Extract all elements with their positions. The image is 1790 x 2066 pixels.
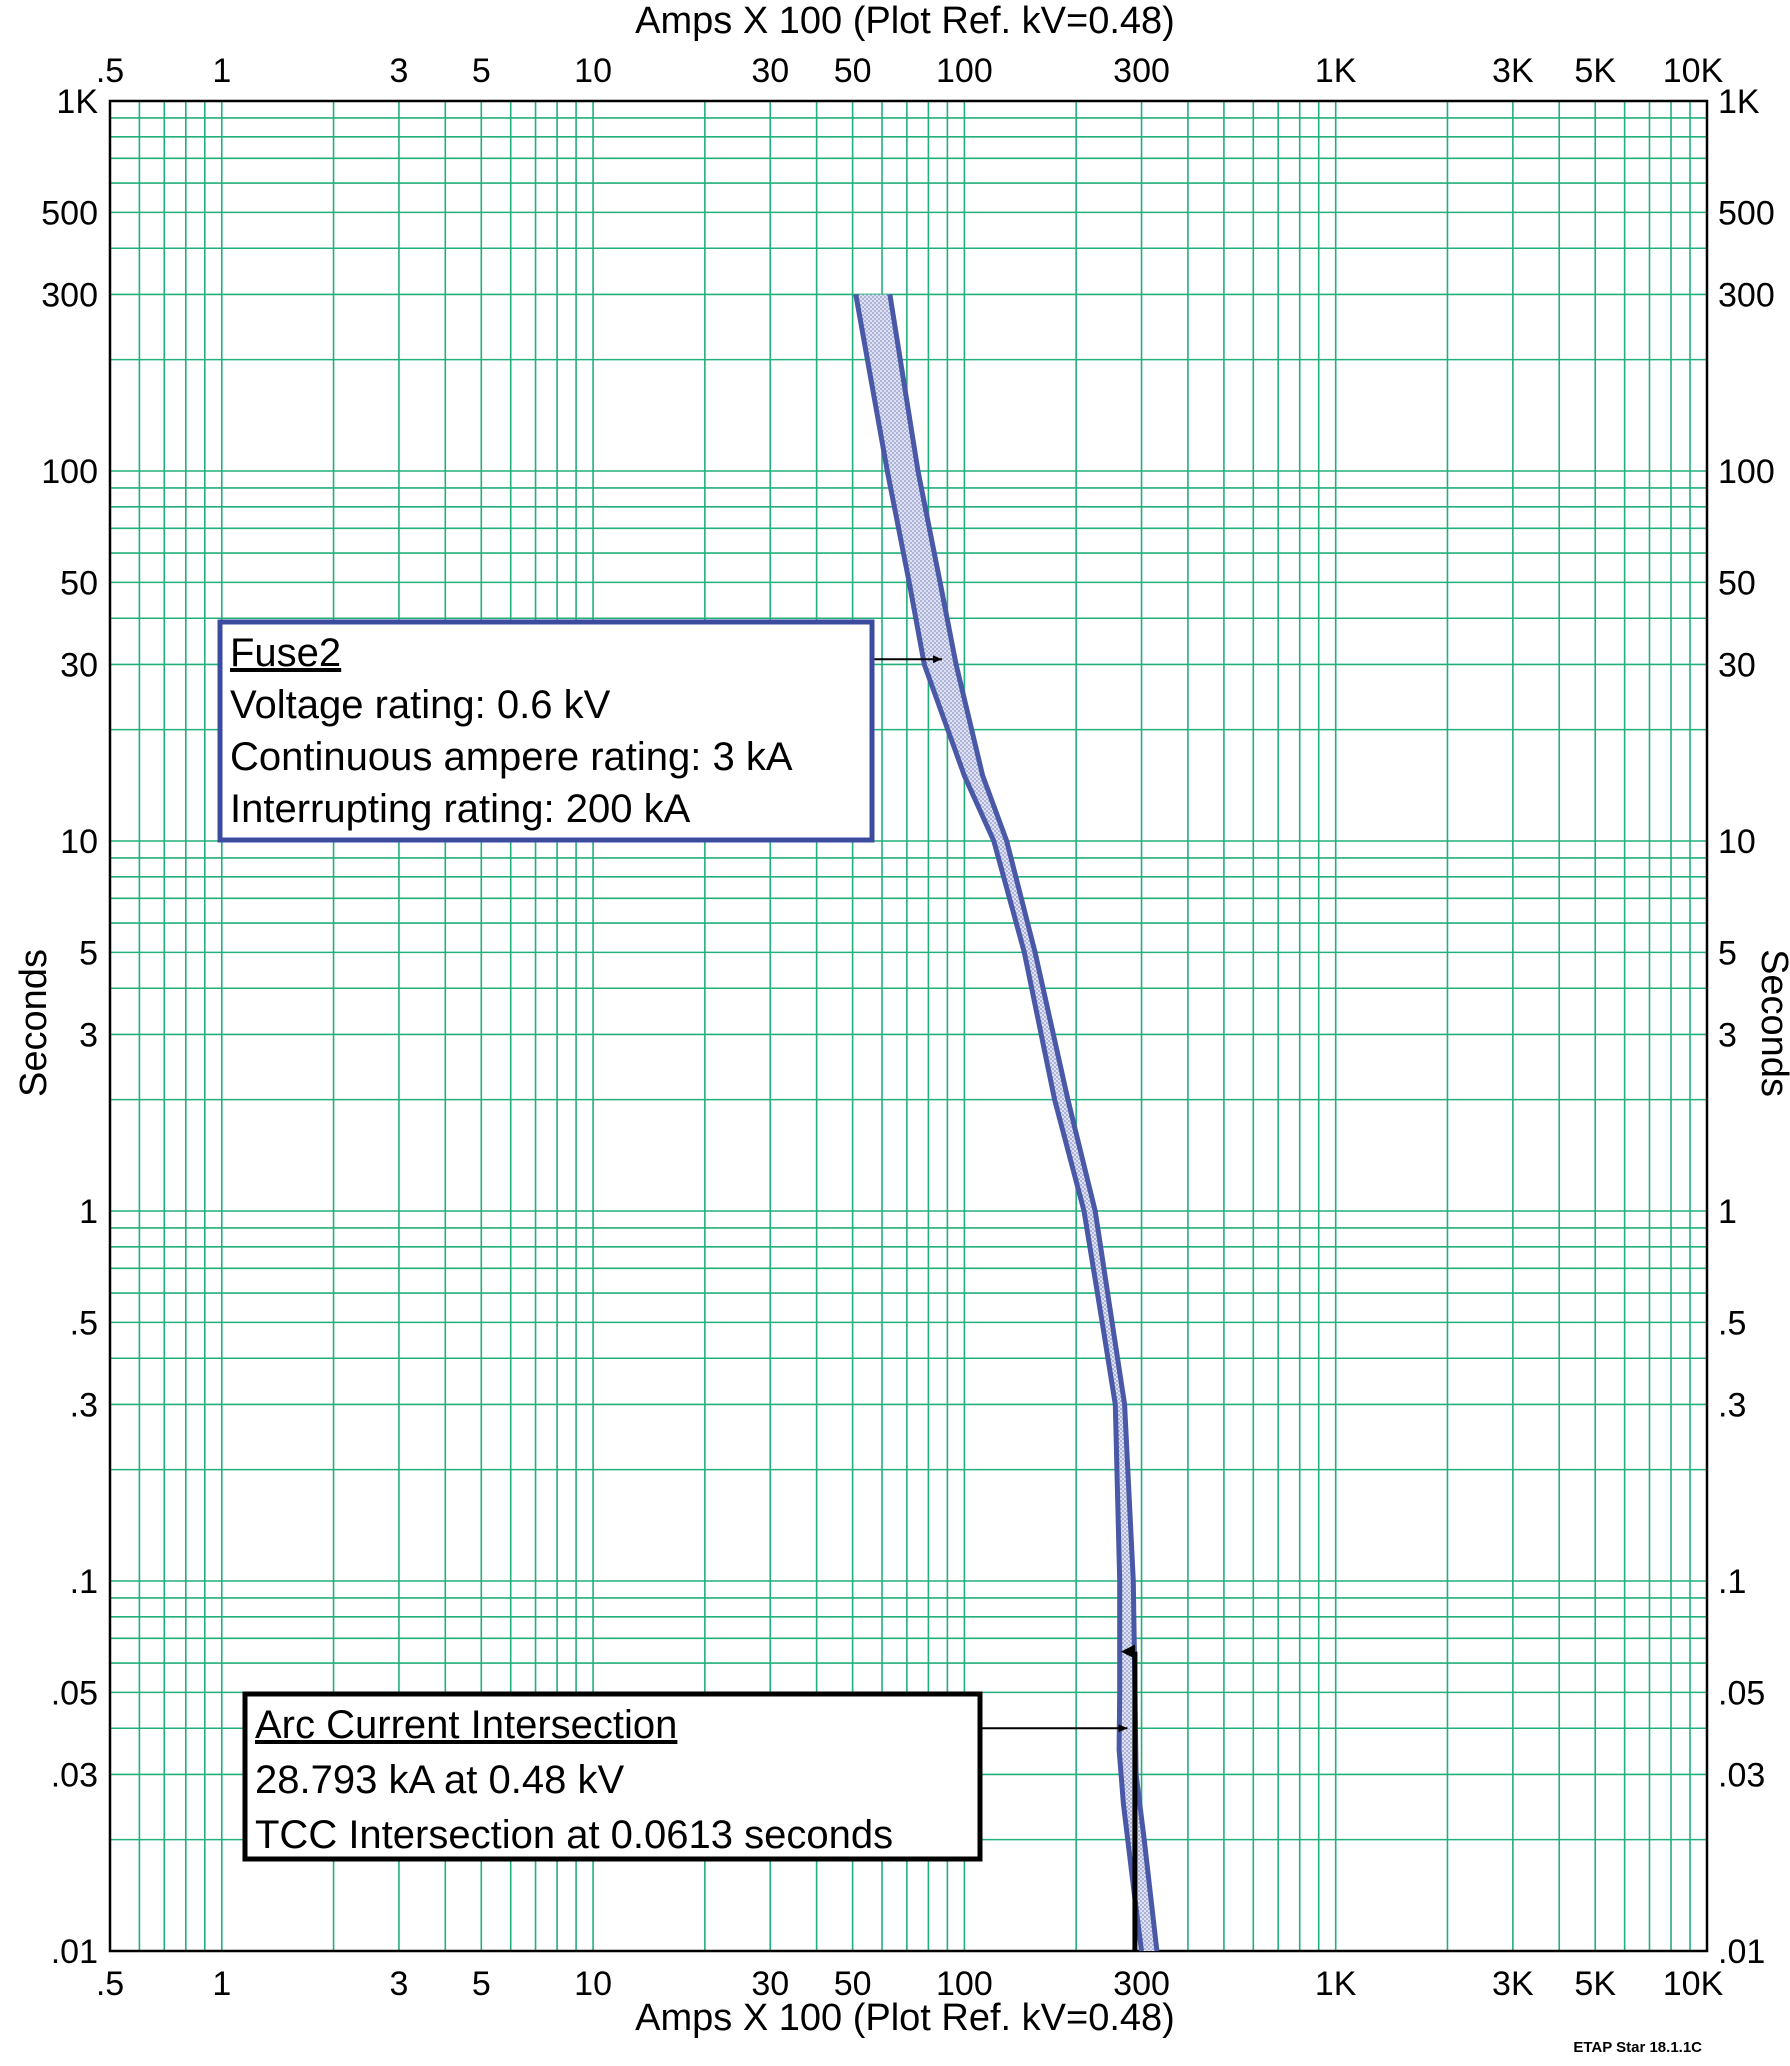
annotation-arc-current: Arc Current Intersection 28.793 kA at 0.4…	[242, 1691, 1128, 1862]
annotation-line: Voltage rating: 0.6 kV	[230, 683, 611, 727]
x-tick-label-bottom: 30	[751, 1965, 789, 2003]
y-tick-label-right: .01	[1718, 1933, 1765, 1971]
x-tick-label-top: 100	[936, 52, 993, 90]
x-tick-label-top: 10	[574, 52, 612, 90]
y-tick-label-right: .03	[1718, 1756, 1765, 1794]
y-tick-label-right: 500	[1718, 194, 1775, 232]
y-tick-label-left: 500	[41, 194, 98, 232]
y-tick-label-left: 300	[41, 276, 98, 314]
x-tick-label-top: 3	[389, 52, 408, 90]
y-tick-labels-right: 1K 500 300 100 50 30 10 5 3 1 .5 .3 .1 .05 .03 .01	[1718, 83, 1775, 1971]
x-tick-labels-bottom: .5 1 3 5 10 30 50 100 300 1K 3K 5K 10K	[96, 1965, 1724, 2003]
annotation-box	[217, 619, 875, 843]
grid-lines	[109, 100, 1708, 1952]
annotation-box	[242, 1691, 983, 1862]
x-tick-label-bottom: 50	[834, 1965, 872, 2003]
x-tick-label-bottom: 5K	[1574, 1965, 1616, 2003]
x-tick-label-top: 5	[472, 52, 491, 90]
y-axis-title-right: Seconds	[1753, 949, 1790, 1097]
x-tick-label-top: 300	[1113, 52, 1170, 90]
x-tick-label-top: 30	[751, 52, 789, 90]
x-tick-labels-top: .5 1 3 5 10 30 50 100 300 1K 3K 5K 10K	[96, 52, 1724, 90]
x-tick-label-top: 3K	[1492, 52, 1534, 90]
y-tick-label-left: 5	[79, 934, 98, 972]
y-tick-label-left: 50	[60, 564, 98, 602]
x-axis-title-bottom: Amps X 100 (Plot Ref. kV=0.48)	[635, 1997, 1175, 2039]
x-tick-label-top: 1K	[1315, 52, 1357, 90]
y-tick-label-left: 3	[79, 1016, 98, 1054]
y-tick-label-right: 50	[1718, 564, 1756, 602]
y-tick-label-left: 30	[60, 646, 98, 684]
y-tick-label-left: .05	[51, 1674, 98, 1712]
x-tick-label-top: 50	[834, 52, 872, 90]
annotation-title: Fuse2	[230, 631, 341, 675]
x-tick-label-top: .5	[96, 52, 124, 90]
y-tick-label-right: .3	[1718, 1386, 1746, 1424]
x-tick-label-top: 1	[212, 52, 231, 90]
x-tick-label-bottom: .5	[96, 1965, 124, 2003]
y-tick-label-right: 100	[1718, 453, 1775, 491]
annotation-line: Continuous ampere rating: 3 kA	[230, 735, 793, 779]
y-tick-label-right: .5	[1718, 1304, 1746, 1342]
y-tick-label-right: .05	[1718, 1674, 1765, 1712]
y-tick-label-left: 1	[79, 1193, 98, 1231]
y-tick-label-right: 300	[1718, 276, 1775, 314]
y-tick-label-right: 3	[1718, 1016, 1737, 1054]
x-tick-label-bottom: 1K	[1315, 1965, 1357, 2003]
y-tick-label-left: 10	[60, 823, 98, 861]
x-tick-label-bottom: 1	[212, 1965, 231, 2003]
y-tick-label-left: .01	[51, 1933, 98, 1971]
y-tick-label-right: 1	[1718, 1193, 1737, 1231]
y-tick-label-left: .3	[70, 1386, 98, 1424]
x-tick-label-top: 10K	[1663, 52, 1724, 90]
y-tick-label-left: 1K	[56, 83, 98, 121]
plot-frame	[108, 99, 1709, 1953]
annotation-line: Interrupting rating: 200 kA	[230, 787, 691, 831]
annotation-title: Arc Current Intersection	[255, 1703, 677, 1747]
y-tick-label-right: 5	[1718, 934, 1737, 972]
x-axis-title-top: Amps X 100 (Plot Ref. kV=0.48)	[635, 0, 1175, 42]
y-tick-label-right: .1	[1718, 1563, 1746, 1601]
x-tick-label-bottom: 100	[936, 1965, 993, 2003]
y-axis-title-left: Seconds	[13, 949, 55, 1097]
y-tick-label-left: .03	[51, 1756, 98, 1794]
annotation-line: 28.793 kA at 0.48 kV	[255, 1758, 624, 1802]
annotation-line: TCC Intersection at 0.0613 seconds	[255, 1813, 893, 1857]
annotation-fuse2: Fuse2 Voltage rating: 0.6 kV Continuous am…	[217, 619, 942, 843]
software-footer: ETAP Star 18.1.1C	[1573, 2039, 1702, 2056]
y-tick-label-right: 1K	[1718, 83, 1760, 121]
x-tick-label-bottom: 3K	[1492, 1965, 1534, 2003]
x-tick-label-bottom: 10K	[1663, 1965, 1724, 2003]
y-tick-label-right: 30	[1718, 646, 1756, 684]
x-tick-label-bottom: 3	[389, 1965, 408, 2003]
x-tick-label-top: 5K	[1574, 52, 1616, 90]
annotations: Fuse2 Voltage rating: 0.6 kV Continuous am…	[217, 619, 1128, 1862]
y-tick-label-left: .1	[70, 1563, 98, 1601]
x-tick-label-bottom: 5	[472, 1965, 491, 2003]
fuse2-minimum-melt-curve	[853, 294, 1144, 1952]
y-tick-labels-left: 1K 500 300 100 50 30 10 5 3 1 .5 .3 .1 .05 .03 .01	[41, 83, 98, 1971]
y-tick-label-right: 10	[1718, 823, 1756, 861]
y-tick-label-left: .5	[70, 1304, 98, 1342]
x-tick-label-bottom: 300	[1113, 1965, 1170, 2003]
y-tick-label-left: 100	[41, 453, 98, 491]
x-tick-label-bottom: 10	[574, 1965, 612, 2003]
